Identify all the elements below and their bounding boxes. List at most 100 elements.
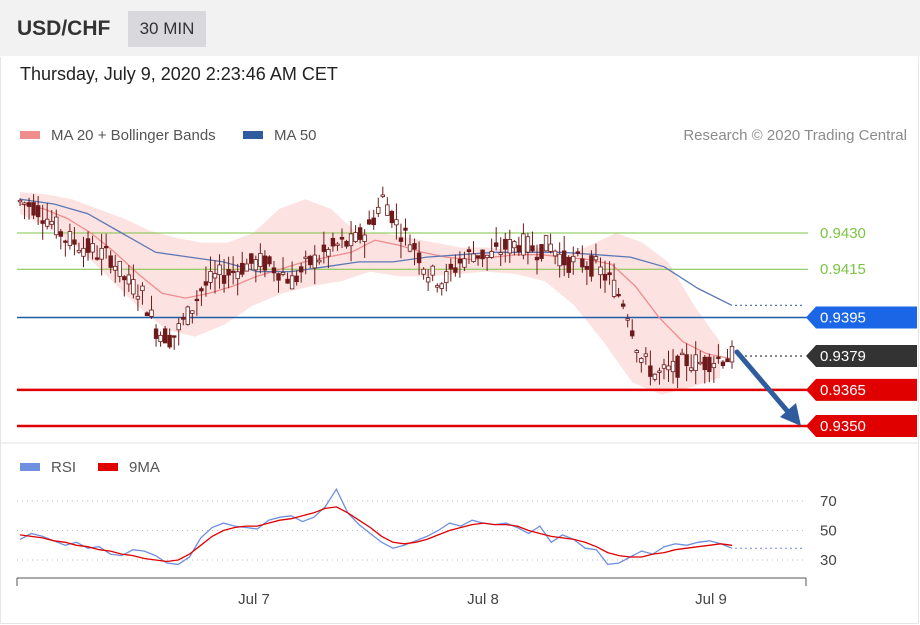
candle [312,245,317,285]
candle [698,350,703,366]
candle [639,357,644,373]
candle-body [439,283,444,289]
candle [113,254,118,283]
candle-body [240,262,245,275]
candle [475,255,481,266]
candle-body [475,255,481,259]
candle-body [403,227,408,231]
candle [394,203,399,240]
candle-body [176,323,181,331]
candle [262,250,268,278]
candle-body [153,328,159,339]
candle-body [539,244,544,259]
candle-body [67,231,73,247]
symbol-title: USD/CHF [17,17,111,40]
candle [85,231,91,261]
level-tag [806,306,917,329]
candle-body [648,365,653,377]
candle [598,257,603,289]
level-label-0.9415: 0.9415 [820,261,866,278]
level-labels: 0.9430 0.9415 0.9395 0.9379 0.9365 0.9350 [806,225,917,437]
candle [480,249,485,268]
candle-body [584,266,590,270]
candle [267,255,272,267]
level-label-0.9350: 0.9350 [806,415,917,437]
level-label-0.9430: 0.9430 [820,225,866,242]
candle [348,221,354,262]
candle-body [72,239,77,245]
candle-body [330,237,336,247]
candle-body [607,272,612,276]
candle-body [76,249,82,253]
candle-body [339,236,345,240]
x-tick-label: Jul 9 [695,591,727,608]
candle-body [113,265,118,271]
candle-body [394,219,399,226]
candle [376,197,381,218]
candle-body [221,275,227,284]
candle-body [235,271,240,280]
candle-body [217,264,222,276]
candle [108,250,113,274]
candle-body [380,194,386,197]
candle-body [720,361,726,367]
candle-body [17,199,23,203]
candle [634,348,639,363]
candle-body [657,370,662,373]
candle-body [670,360,676,373]
candle [294,270,299,286]
candle [457,251,463,278]
candle [720,359,726,369]
candle [521,223,526,260]
candle [371,209,376,230]
candle-body [448,263,454,270]
candle-body [158,334,163,343]
candle-body [45,218,50,227]
candle-body [26,202,32,207]
candle-body [94,257,100,260]
candle [126,265,132,292]
candle-body [630,330,635,337]
candle-body [521,233,526,256]
candle [512,240,517,256]
x-tick-label: Jul 7 [238,591,270,608]
x-axis: Jul 7 Jul 8 Jul 9 [16,577,807,608]
candle [566,255,571,278]
candle-body [498,252,503,255]
candle-body [684,354,689,367]
candle-body [312,254,317,269]
level-text: 0.9415 [820,261,866,278]
rsi-9ma-line [19,506,733,563]
candle [40,204,45,240]
candle-body [389,210,395,224]
candle-body [22,202,27,205]
rsi-legend: RSI 9MA [20,459,160,476]
candle-body [58,231,64,237]
candle [230,256,236,285]
candle-body [54,216,59,236]
candle [226,256,231,289]
rsi-line [19,487,733,566]
candle-body [126,274,132,285]
candle [72,227,77,256]
candle [439,282,444,296]
candle [466,246,472,264]
candle [398,223,404,259]
candle [620,299,626,310]
candle [176,317,181,346]
candle-body [31,202,36,216]
candle [711,356,717,383]
candle-body [525,236,531,253]
candle-body [371,217,376,226]
timeframe-badge[interactable]: 30 MIN [128,11,206,47]
candle-body [698,361,703,365]
candle [688,354,694,373]
candle [326,247,331,269]
candle [81,236,86,268]
candle [484,254,490,271]
candle-body [99,247,104,260]
candle-body [230,270,236,273]
candle-body [530,245,535,252]
candle-body [285,278,290,284]
level-tag [806,415,917,437]
